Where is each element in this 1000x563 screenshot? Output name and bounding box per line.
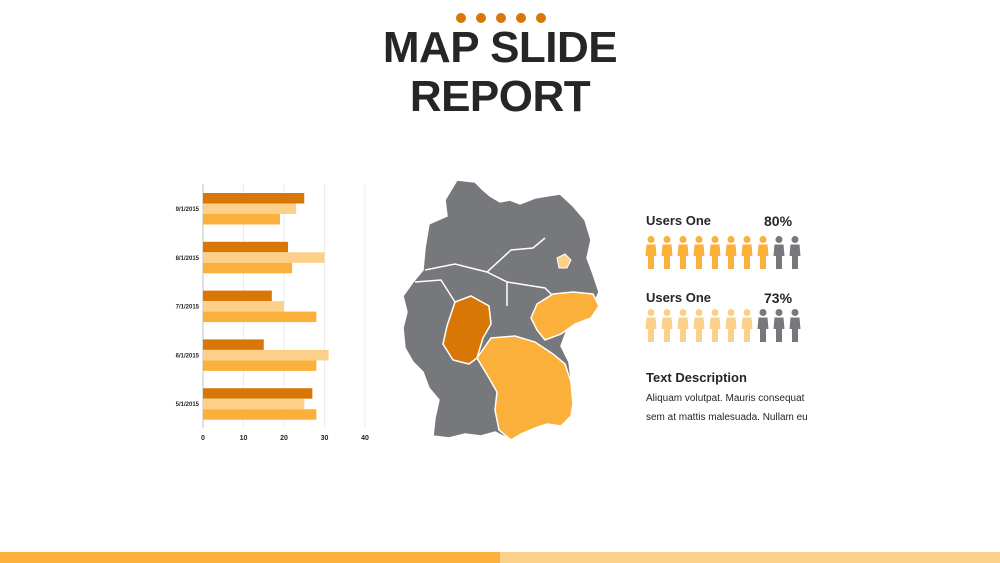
person-icon — [645, 309, 657, 342]
state-border-north — [414, 237, 556, 323]
chart-bar — [203, 252, 325, 263]
chart-x-tick-label: 0 — [201, 435, 205, 442]
chart-bar — [203, 214, 280, 225]
chart-x-tick-label: 10 — [240, 435, 248, 442]
bar-chart: 0 10 20 30 40 9/1/2015 8/1/2015 7/1/2015 6/1/201… — [176, 184, 369, 442]
description-line1: Aliquam volutpat. Mauris consequat — [646, 393, 805, 404]
chart-x-tick-label: 20 — [280, 435, 288, 442]
chart-bar — [203, 301, 284, 312]
stat1-label: Users One — [646, 213, 712, 228]
stat1-percent: 80% — [764, 213, 793, 229]
person-icon — [693, 236, 705, 269]
person-icon — [741, 309, 753, 342]
chart-x-tick-label: 40 — [361, 435, 369, 442]
chart-category-label: 5/1/2015 — [176, 402, 200, 408]
person-icon — [789, 309, 801, 342]
person-icon — [661, 236, 673, 269]
chart-bar — [203, 409, 317, 420]
chart-bar — [203, 203, 297, 214]
slide-title-line2: REPORT — [409, 72, 591, 121]
decorative-dots — [456, 13, 548, 25]
chart-bar — [203, 388, 313, 399]
chart-bar — [203, 349, 329, 361]
person-icon — [693, 309, 705, 342]
chart-bar — [203, 241, 289, 253]
person-icon — [677, 309, 689, 342]
footer-bar-left — [0, 552, 500, 563]
person-icon — [757, 236, 769, 269]
chart-bar — [203, 398, 305, 410]
person-icon — [709, 236, 721, 269]
chart-category-label: 6/1/2015 — [176, 353, 200, 359]
person-icon — [741, 236, 753, 269]
person-icon — [709, 309, 721, 342]
chart-bar — [203, 262, 293, 274]
person-icon — [661, 309, 673, 342]
person-icon — [773, 236, 785, 269]
chart-category-label: 9/1/2015 — [176, 207, 200, 213]
bavaria-region — [476, 335, 574, 441]
germany-map — [402, 179, 600, 441]
chart-x-tick-label: 30 — [321, 435, 329, 442]
chart-bar — [203, 360, 317, 371]
stat2-label: Users One — [646, 290, 712, 305]
chart-bar — [203, 193, 305, 204]
description-line2: sem at mattis malesuada. Nullam eu — [646, 412, 808, 423]
footer-bar-right — [500, 552, 1000, 563]
person-icon — [757, 309, 769, 342]
chart-bar — [203, 290, 272, 302]
person-icon — [725, 236, 737, 269]
slide-title-line1: MAP SLIDE — [382, 23, 618, 72]
chart-bar — [203, 311, 317, 323]
chart-category-label: 7/1/2015 — [176, 305, 200, 311]
person-icon — [725, 309, 737, 342]
description-title: Text Description — [646, 370, 747, 385]
person-icon — [677, 236, 689, 269]
saxony-region — [530, 291, 600, 341]
stat1-people-icons — [645, 236, 810, 270]
berlin-region — [556, 253, 572, 269]
person-icon — [645, 236, 657, 269]
stat2-people-icons — [645, 309, 810, 343]
chart-category-label: 8/1/2015 — [176, 256, 200, 262]
stat2-percent: 73% — [764, 290, 793, 306]
person-icon — [789, 236, 801, 269]
chart-bar — [203, 339, 264, 350]
person-icon — [773, 309, 785, 342]
